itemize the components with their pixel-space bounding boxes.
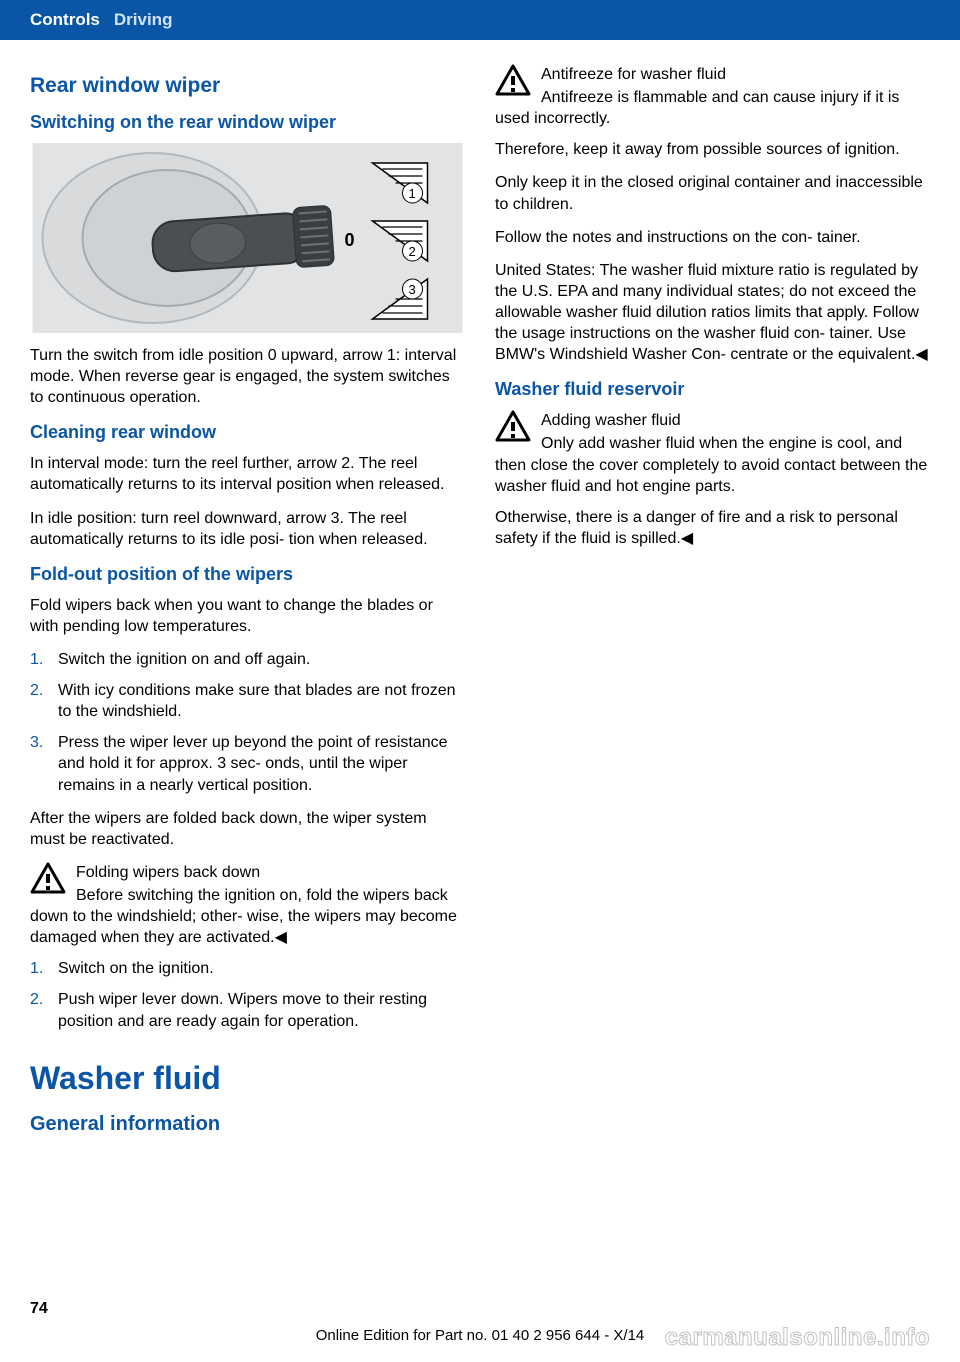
- header-subsection: Driving: [114, 10, 173, 30]
- fold-out-step-3: Press the wiper lever up beyond the poin…: [30, 732, 465, 795]
- heading-general-info: General information: [30, 1113, 465, 1136]
- header-section: Controls: [30, 10, 100, 30]
- warning-antifreeze-body: Antifreeze is flammable and can cause in…: [495, 87, 930, 129]
- para-general-4: United States: The washer fluid mixture …: [495, 260, 930, 366]
- para-general-3: Follow the notes and instructions on the…: [495, 227, 930, 248]
- warning-antifreeze-title: Antifreeze for washer fluid: [495, 64, 930, 85]
- fold-back-step-2: Push wiper lever down. Wipers move to th…: [30, 989, 465, 1031]
- fold-out-step-2: With icy conditions make sure that blade…: [30, 680, 465, 722]
- svg-text:0: 0: [345, 230, 355, 250]
- para-general-2: Only keep it in the closed original cont…: [495, 172, 930, 214]
- svg-text:1: 1: [409, 186, 416, 201]
- warning-icon: [495, 410, 531, 442]
- para-fold-out-after: After the wipers are folded back down, t…: [30, 808, 465, 850]
- heading-washer-fluid: Washer fluid: [30, 1060, 465, 1097]
- wiper-stalk-illustration: 0 1 2: [30, 143, 465, 333]
- para-cleaning-2: In idle position: turn reel downward, ar…: [30, 508, 465, 550]
- warning-folding-back: Folding wipers back down Before switchin…: [30, 862, 465, 948]
- footer-edition-line: Online Edition for Part no. 01 40 2 956 …: [0, 1327, 960, 1344]
- para-reservoir-1: Otherwise, there is a danger of fire and…: [495, 507, 930, 549]
- svg-text:3: 3: [409, 282, 416, 297]
- warning-antifreeze: Antifreeze for washer fluid Antifreeze i…: [495, 64, 930, 129]
- fold-out-step-1: Switch the ignition on and off again.: [30, 649, 465, 670]
- warning-icon: [30, 862, 66, 894]
- figure-wiper-stalk: 0 1 2: [30, 143, 465, 333]
- warning-adding-body: Only add washer fluid when the engine is…: [495, 433, 930, 496]
- warning-adding-fluid: Adding washer fluid Only add washer flui…: [495, 410, 930, 496]
- page-footer: 74 Online Edition for Part no. 01 40 2 9…: [0, 1272, 960, 1362]
- heading-reservoir: Washer fluid reservoir: [495, 379, 930, 400]
- fold-back-step-1: Switch on the ignition.: [30, 958, 465, 979]
- warning-icon: [495, 64, 531, 96]
- warning-folding-body: Before switching the ignition on, fold t…: [30, 885, 465, 948]
- heading-cleaning-rear-window: Cleaning rear window: [30, 422, 465, 443]
- warning-folding-title: Folding wipers back down: [30, 862, 465, 883]
- header-bar: Controls Driving: [0, 0, 960, 40]
- warning-adding-title: Adding washer fluid: [495, 410, 930, 431]
- para-fold-out-intro: Fold wipers back when you want to change…: [30, 595, 465, 637]
- para-switching-on: Turn the switch from idle position 0 upw…: [30, 345, 465, 408]
- svg-text:2: 2: [409, 244, 416, 259]
- heading-switching-on-rear-wiper: Switching on the rear window wiper: [30, 112, 465, 133]
- para-cleaning-1: In interval mode: turn the reel further,…: [30, 453, 465, 495]
- heading-rear-window-wiper: Rear window wiper: [30, 74, 465, 98]
- page-number: 74: [30, 1300, 48, 1318]
- fold-back-steps: Switch on the ignition. Push wiper lever…: [30, 958, 465, 1031]
- page-content: Rear window wiper Switching on the rear …: [0, 40, 960, 1250]
- fold-out-steps: Switch the ignition on and off again. Wi…: [30, 649, 465, 796]
- para-general-1: Therefore, keep it away from possible so…: [495, 139, 930, 160]
- heading-fold-out: Fold-out position of the wipers: [30, 564, 465, 585]
